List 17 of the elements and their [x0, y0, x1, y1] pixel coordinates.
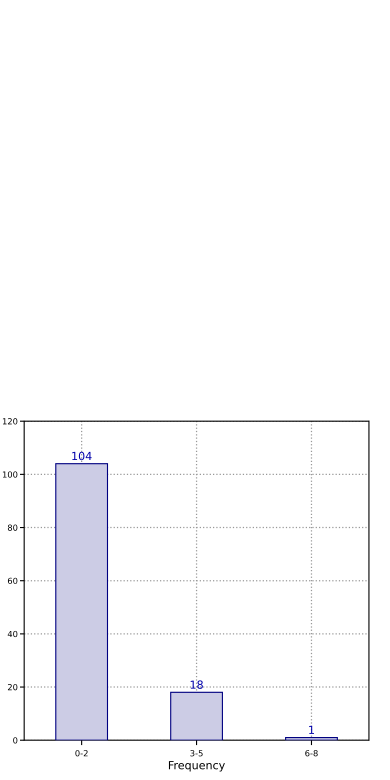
x-tick-label: 3-5 [190, 750, 203, 756]
bar [285, 737, 338, 740]
bar [55, 463, 108, 740]
y-tick-label: 0 [13, 737, 18, 744]
y-tick-label: 120 [2, 418, 18, 424]
x-tick-label: 6-8 [305, 750, 318, 756]
x-tick-label: 0-2 [75, 750, 88, 756]
y-tick-label: 60 [8, 578, 18, 584]
y-tick-label: 80 [8, 524, 18, 531]
y-tick-label: 20 [8, 684, 18, 690]
y-tick-label: 40 [8, 630, 18, 638]
bar [170, 692, 223, 740]
data-label: 18 [190, 680, 203, 689]
y-tick-label: 100 [2, 471, 18, 478]
data-label: 104 [72, 452, 92, 460]
data-label: 1 [309, 726, 314, 734]
x-axis-title: Frequency [168, 761, 225, 772]
